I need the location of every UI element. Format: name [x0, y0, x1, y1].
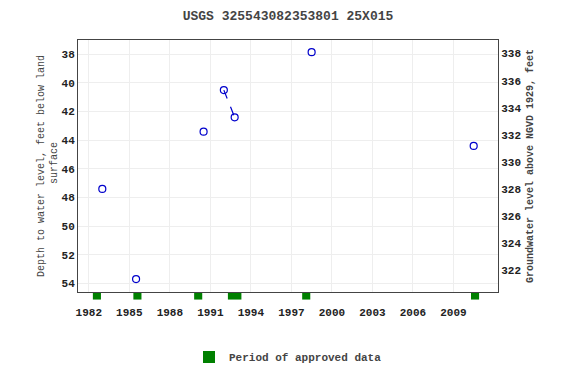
svg-text:334: 334 — [501, 103, 521, 115]
svg-text:42: 42 — [62, 106, 75, 118]
svg-text:54: 54 — [62, 278, 76, 290]
svg-text:1997: 1997 — [278, 307, 304, 319]
svg-text:Depth to water level, feet bel: Depth to water level, feet below land su… — [36, 55, 60, 277]
svg-text:Period of approved data: Period of approved data — [229, 352, 381, 364]
svg-text:332: 332 — [501, 130, 521, 142]
svg-text:1988: 1988 — [157, 307, 184, 319]
svg-text:52: 52 — [62, 250, 75, 262]
svg-text:1982: 1982 — [76, 307, 102, 319]
svg-text:40: 40 — [62, 78, 75, 90]
svg-text:326: 326 — [501, 211, 521, 223]
svg-text:324: 324 — [501, 238, 521, 250]
svg-text:1991: 1991 — [197, 307, 224, 319]
svg-text:Groundwater level above NGVD 1: Groundwater level above NGVD 1929, feet — [525, 49, 536, 283]
svg-text:1994: 1994 — [238, 307, 265, 319]
svg-text:2003: 2003 — [359, 307, 386, 319]
svg-text:2009: 2009 — [440, 307, 466, 319]
svg-text:2006: 2006 — [400, 307, 426, 319]
svg-text:336: 336 — [501, 76, 521, 88]
svg-text:50: 50 — [62, 221, 75, 233]
svg-text:USGS 325543082353801 25X015: USGS 325543082353801 25X015 — [183, 9, 394, 24]
svg-text:328: 328 — [501, 184, 521, 196]
svg-text:2000: 2000 — [319, 307, 345, 319]
svg-text:330: 330 — [501, 157, 521, 169]
svg-text:338: 338 — [501, 48, 521, 60]
svg-text:38: 38 — [62, 49, 76, 61]
svg-text:48: 48 — [62, 192, 76, 204]
svg-text:1985: 1985 — [116, 307, 143, 319]
svg-text:46: 46 — [62, 164, 75, 176]
svg-text:44: 44 — [62, 135, 76, 147]
svg-text:322: 322 — [501, 265, 521, 277]
